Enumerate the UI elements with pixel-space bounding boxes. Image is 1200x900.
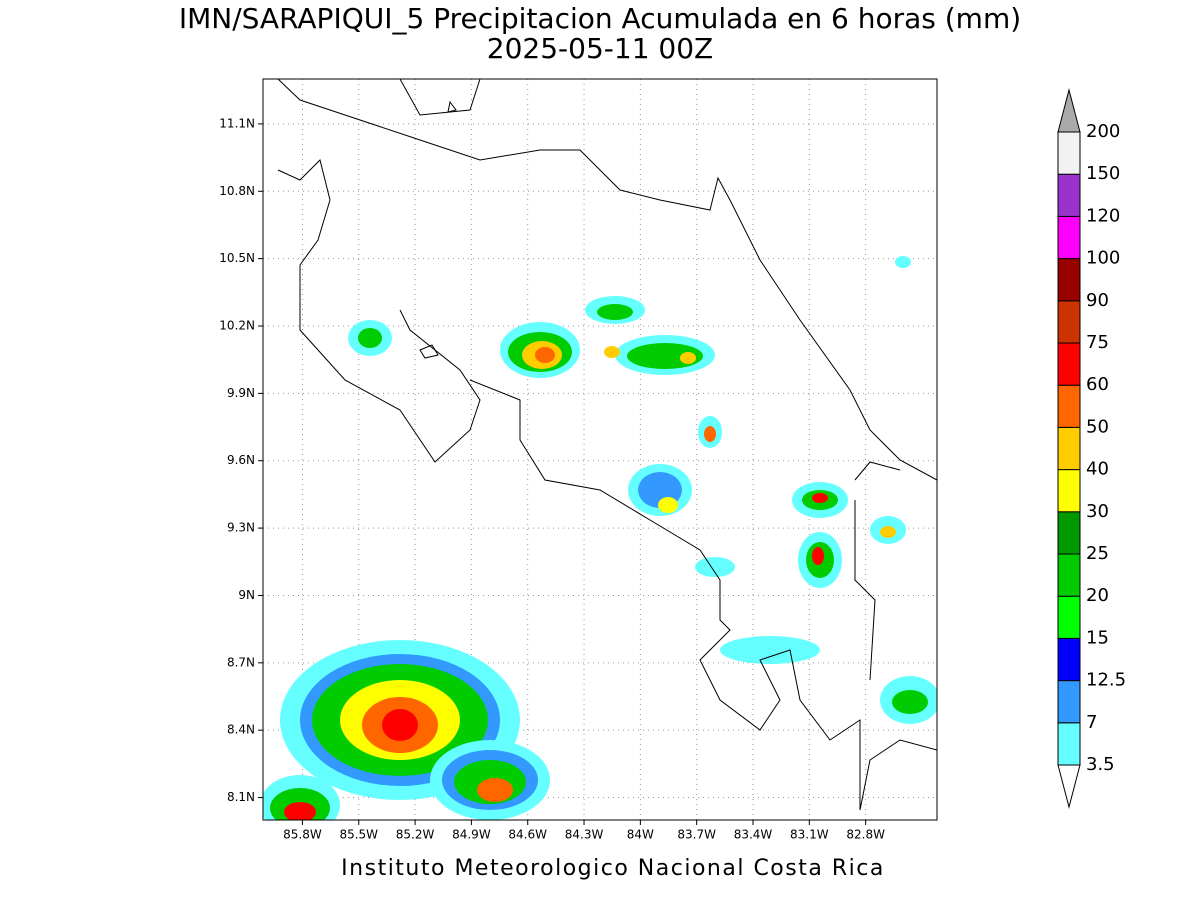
rain-cell (798, 532, 842, 588)
colorbar-over (1057, 88, 1081, 133)
colorbar-swatch (1057, 215, 1081, 260)
colorbar-swatch (1057, 342, 1081, 386)
colorbar-label: 60 (1086, 374, 1109, 395)
rain-cell (585, 296, 645, 324)
colorbar-label: 7 (1086, 712, 1097, 733)
colorbar-swatch (1057, 553, 1081, 597)
colorbar-label: 100 (1086, 248, 1120, 269)
y-tick-label: 11.1N (219, 116, 255, 130)
colorbar-swatch (1057, 511, 1081, 555)
colorbar-swatch (1057, 469, 1081, 513)
subtitle: 2025-05-11 00Z (487, 32, 713, 65)
x-tick-label: 85.2W (396, 828, 435, 842)
y-tick-label: 10.8N (219, 184, 255, 198)
grid (263, 79, 937, 820)
y-tick-label: 9N (238, 588, 255, 602)
rain-cell (500, 322, 580, 378)
x-tick-label: 84.9W (452, 828, 491, 842)
colorbar-label: 75 (1086, 332, 1109, 353)
y-tick-label: 10.5N (219, 251, 255, 265)
colorbar-swatch (1057, 384, 1081, 428)
y-tick-label: 9.9N (227, 386, 255, 400)
colorbar-label: 90 (1086, 290, 1109, 311)
y-tick-label: 9.6N (227, 453, 255, 467)
x-tick-label: 83.7W (677, 828, 716, 842)
colorbar-label: 150 (1086, 163, 1120, 184)
colorbar-label: 40 (1086, 459, 1109, 480)
colorbar-label: 30 (1086, 501, 1109, 522)
colorbar-swatch (1057, 173, 1081, 217)
rain-cell (792, 482, 848, 518)
rain-cell (263, 775, 340, 820)
colorbar-swatch (1057, 131, 1081, 175)
colorbar-swatch (1057, 258, 1081, 302)
colorbar-swatch (1057, 637, 1081, 682)
colorbar-label: 20 (1086, 585, 1109, 606)
x-tick-label: 84.3W (565, 828, 604, 842)
x-tick-label: 84.6W (508, 828, 547, 842)
x-tick-label: 85.5W (339, 828, 378, 842)
x-tick-label: 85.8W (283, 828, 322, 842)
y-tick-label: 8.7N (227, 655, 255, 669)
x-tick-label: 84W (627, 828, 654, 842)
rain-cell (698, 416, 722, 448)
rain-cell (628, 464, 692, 516)
x-tick-label: 82.8W (846, 828, 885, 842)
colorbar-label: 12.5 (1086, 670, 1126, 691)
title: IMN/SARAPIQUI_5 Precipitacion Acumulada … (179, 2, 1021, 35)
x-tick-label: 83.1W (790, 828, 829, 842)
colorbar-label: 120 (1086, 205, 1120, 226)
y-tick-label: 9.3N (227, 521, 255, 535)
colorbar-label: 200 (1086, 121, 1120, 142)
rain-cell (695, 256, 937, 724)
colorbar-swatch (1057, 426, 1081, 471)
plot-frame (262, 78, 938, 821)
colorbar: 3.5 7 12.5 15 20 25 30 40 50 60 75 90 100 120 150 200 (1057, 88, 1126, 809)
y-tick-label: 8.4N (227, 723, 255, 737)
colorbar-label: 15 (1086, 627, 1109, 648)
y-tick-label: 8.1N (227, 790, 255, 804)
colorbar-swatch (1057, 680, 1081, 724)
colorbar-under (1057, 764, 1081, 809)
colorbar-label: 25 (1086, 543, 1109, 564)
colorbar-swatch (1057, 595, 1081, 639)
x-tick-label: 83.4W (734, 828, 773, 842)
colorbar-label: 3.5 (1086, 754, 1115, 775)
rain-cell (430, 740, 550, 820)
coastline (277, 79, 937, 811)
colorbar-label: 50 (1086, 416, 1109, 437)
precip-field (263, 256, 937, 820)
y-tick-label: 10.2N (219, 319, 255, 333)
rain-cell (604, 335, 715, 375)
colorbar-swatch (1057, 300, 1081, 344)
rain-cell (348, 320, 392, 356)
footer: Instituto Meteorologico Nacional Costa R… (341, 856, 885, 881)
colorbar-swatch (1057, 722, 1081, 766)
